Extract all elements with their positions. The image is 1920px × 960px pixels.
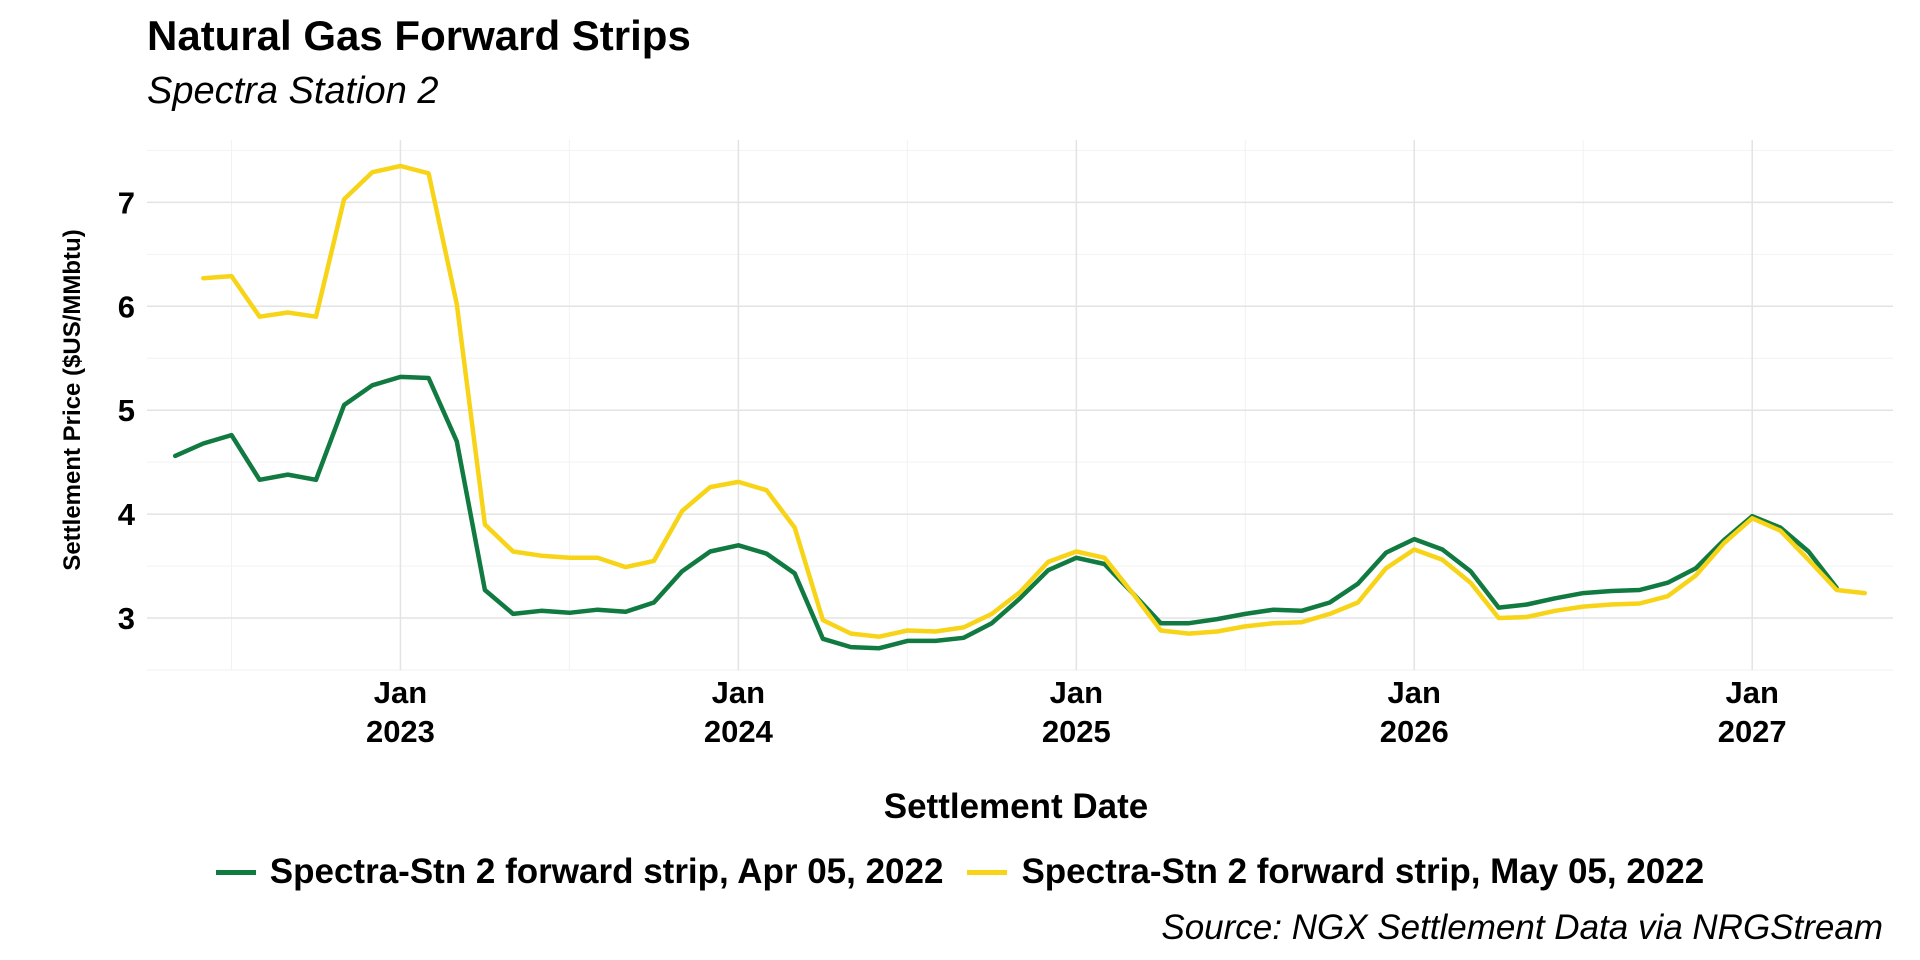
y-tick-label: 6 [118, 289, 135, 324]
legend-key-apr-strip [215, 869, 256, 875]
line-chart: 3 4 5 6 7 Jan 2023 Jan 2024 Jan 2025 Jan 2026 Jan 202… [59, 140, 1893, 826]
series-line-apr-strip [172, 374, 1839, 651]
x-tick-month-label: Jan [1725, 675, 1778, 710]
chart-legend: Spectra-Stn 2 forward strip, Apr 05, 202… [0, 852, 1920, 892]
y-tick-label: 4 [118, 497, 136, 532]
x-tick-year-label: 2024 [704, 714, 774, 749]
legend-item-may-strip: Spectra-Stn 2 forward strip, May 05, 202… [967, 852, 1704, 892]
x-tick-month-label: Jan [1050, 675, 1103, 710]
y-tick-label: 3 [118, 601, 135, 636]
y-tick-label: 7 [118, 185, 135, 220]
source-caption: Source: NGX Settlement Data via NRGStrea… [1161, 908, 1883, 947]
x-tick-month-label: Jan [712, 675, 765, 710]
series-lines [172, 163, 1868, 651]
x-tick-month-label: Jan [1388, 675, 1441, 710]
series-line-may-strip [201, 163, 1868, 639]
x-tick-year-label: 2023 [366, 714, 435, 749]
x-axis-title: Settlement Date [884, 787, 1149, 826]
x-tick-year-label: 2025 [1042, 714, 1111, 749]
major-gridlines [147, 140, 1893, 670]
minor-gridlines [147, 140, 1893, 671]
chart-title: Natural Gas Forward Strips [147, 12, 691, 59]
legend-item-apr-strip: Spectra-Stn 2 forward strip, Apr 05, 202… [215, 852, 944, 892]
x-tick-year-label: 2026 [1380, 714, 1449, 749]
legend-label-apr-strip: Spectra-Stn 2 forward strip, Apr 05, 202… [269, 852, 944, 891]
x-tick-year-label: 2027 [1718, 714, 1787, 749]
x-tick-month-label: Jan [374, 675, 427, 710]
x-axis-ticks: Jan 2023 Jan 2024 Jan 2025 Jan 2026 Jan 2027 [366, 675, 1787, 749]
legend-key-may-strip [967, 869, 1008, 875]
y-tick-label: 5 [118, 393, 135, 428]
chart-subtitle: Spectra Station 2 [147, 70, 439, 112]
legend-label-may-strip: Spectra-Stn 2 forward strip, May 05, 202… [1021, 852, 1705, 891]
y-axis-ticks: 3 4 5 6 7 [118, 185, 136, 636]
y-axis-title: Settlement Price ($US/MMbtu) [59, 229, 86, 570]
